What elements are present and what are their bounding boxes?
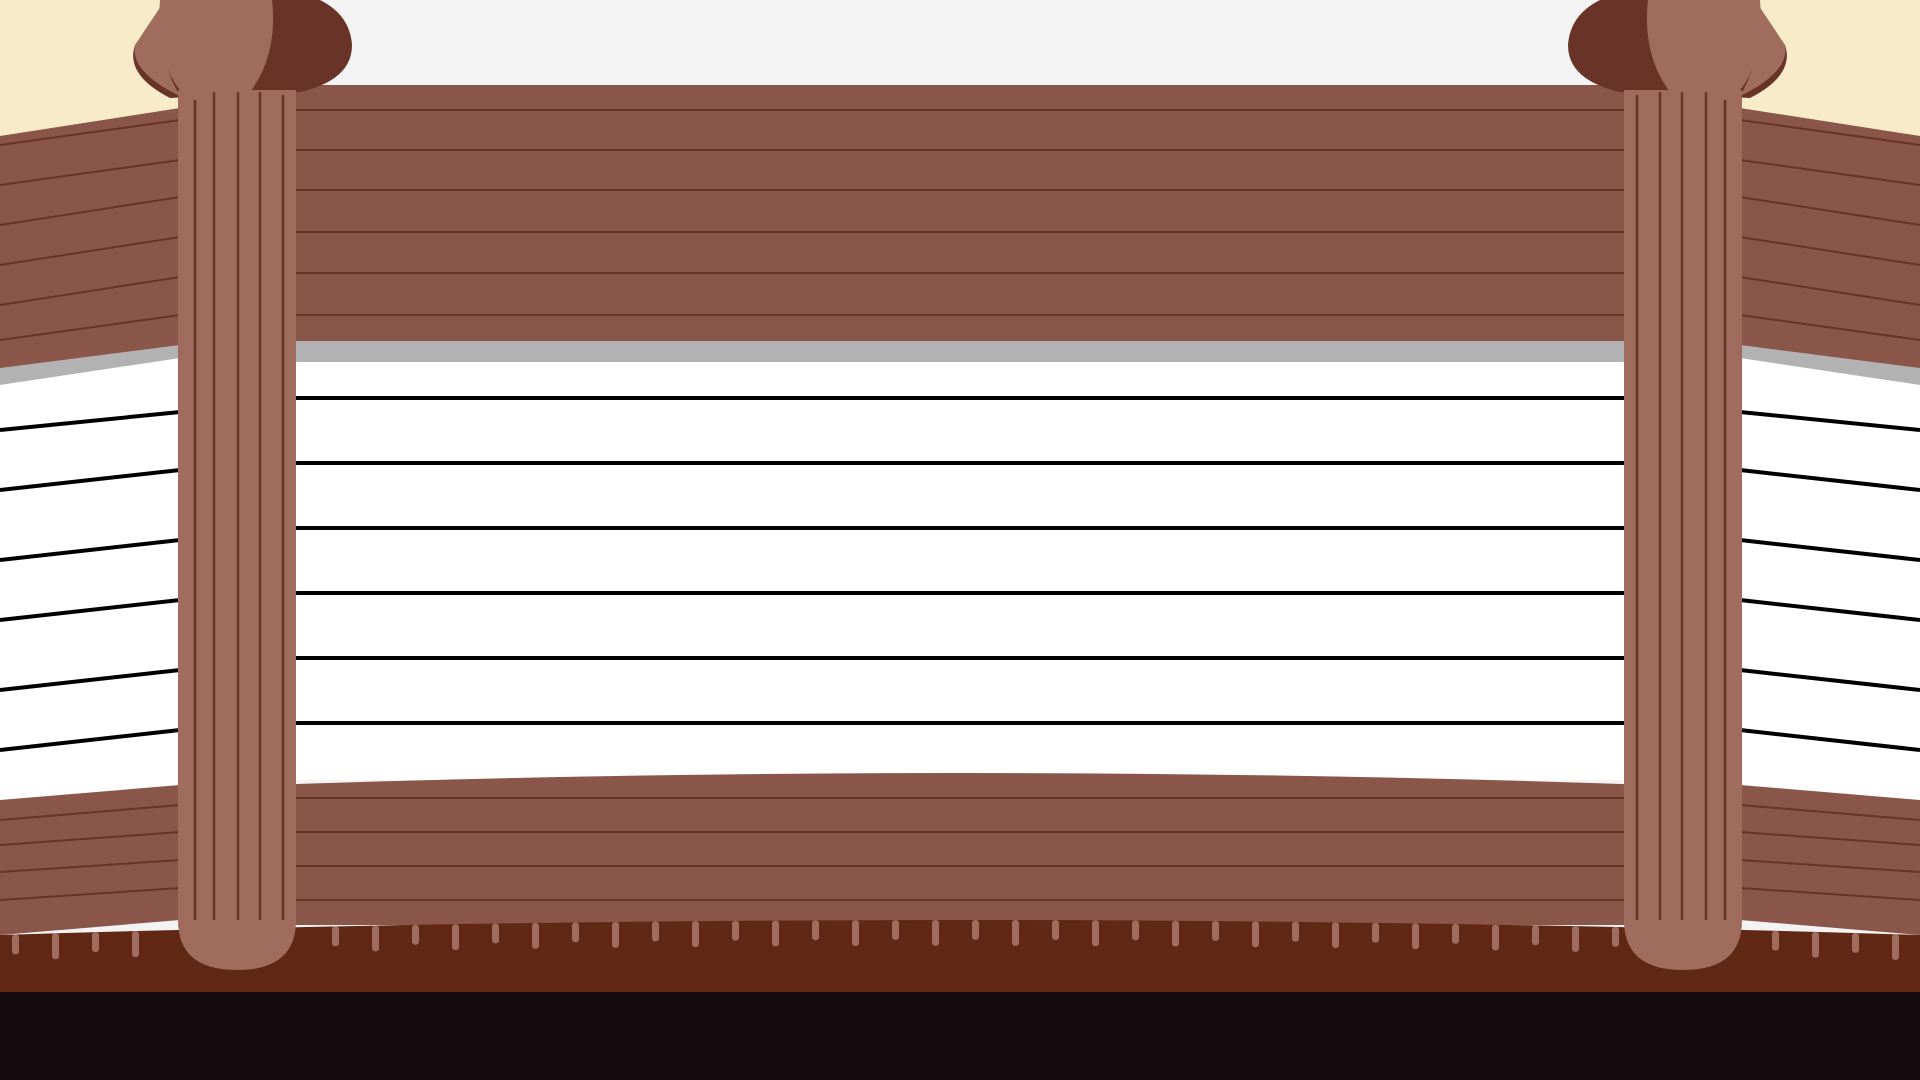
- fringe-tick: [1532, 925, 1539, 946]
- fringe-tick: [412, 924, 419, 945]
- left-bottom-beam-planks: [0, 804, 181, 901]
- fringe-tick: [1772, 930, 1779, 951]
- center-top-beam-planks: [240, 109, 1680, 316]
- fringe-tick: [1412, 923, 1419, 950]
- ground-strip: [0, 920, 1920, 995]
- ground: [0, 920, 1920, 1080]
- fringe-tick: [92, 932, 99, 953]
- left-lattice-lines: [0, 410, 181, 752]
- left-lattice-panel: [0, 358, 180, 810]
- right-top-beam-planks: [1739, 119, 1920, 341]
- fringe-tick: [1132, 920, 1139, 941]
- left-post: [133, 0, 352, 970]
- fringe-tick: [572, 922, 579, 943]
- fringe-tick: [1852, 932, 1859, 953]
- fringe-tick: [692, 921, 699, 947]
- floor: [0, 992, 1920, 1080]
- right-post: [1568, 0, 1787, 970]
- fringe-tick: [812, 920, 819, 941]
- fringe-tick: [892, 920, 899, 940]
- right-lattice-lines: [1739, 410, 1920, 752]
- fringe-tick: [1252, 921, 1259, 948]
- left-side-railing: [0, 108, 181, 935]
- center-bottom-beam-planks: [240, 797, 1680, 901]
- fringe-tick: [1572, 926, 1579, 952]
- fringe-tick: [532, 922, 539, 949]
- left-top-beam: [0, 108, 180, 368]
- fringe-tick: [1092, 920, 1099, 947]
- center-top-beam: [240, 85, 1680, 341]
- fringe-tick: [1452, 923, 1459, 944]
- fringe-tick: [732, 920, 739, 941]
- fringe-tick: [492, 923, 499, 944]
- right-post-grooves: [1635, 92, 1727, 920]
- fringe-tick: [1892, 934, 1899, 960]
- fringe-tick: [1212, 921, 1219, 941]
- fringe-tick: [52, 933, 59, 960]
- fringe-tick: [1372, 922, 1379, 943]
- right-top-beam: [1740, 108, 1920, 368]
- right-bottom-beam-planks: [1739, 804, 1920, 901]
- fringe-tick: [132, 931, 139, 957]
- fringe-tick: [1172, 920, 1179, 947]
- ground-fringe: [12, 920, 1899, 960]
- fringe-tick: [1052, 920, 1059, 940]
- fringe-tick: [12, 934, 19, 955]
- fringe-tick: [852, 920, 859, 946]
- right-post-cap-front: [1646, 0, 1761, 92]
- left-top-beam-planks: [0, 119, 181, 341]
- fringe-tick: [612, 921, 619, 948]
- center-bottom-beam: [240, 773, 1680, 925]
- left-post-cap-front: [159, 0, 274, 92]
- fringe-tick: [652, 921, 659, 942]
- fringe-tick: [1012, 920, 1019, 946]
- fringe-tick: [1612, 926, 1619, 947]
- left-beam-shadow: [0, 345, 180, 385]
- fringe-tick: [972, 920, 979, 940]
- fringe-tick: [1332, 922, 1339, 949]
- fringe-tick: [1292, 921, 1299, 942]
- right-post-cap-right: [1740, 0, 1786, 96]
- fringe-tick: [452, 924, 459, 951]
- left-post-grooves: [193, 92, 285, 920]
- fringe-tick: [932, 920, 939, 946]
- right-beam-shadow: [1740, 345, 1920, 385]
- fringe-tick: [1492, 924, 1499, 951]
- center-beam-shadow: [280, 340, 1650, 362]
- fringe-tick: [332, 926, 339, 947]
- fringe-tick: [772, 920, 779, 947]
- fringe-tick: [1812, 931, 1819, 958]
- left-post-cap-left: [134, 0, 180, 96]
- fringe-tick: [372, 925, 379, 952]
- right-lattice-panel: [1740, 358, 1920, 810]
- center-railing: [240, 85, 1680, 925]
- center-lattice-lines: [280, 396, 1650, 725]
- center-lattice-panel: [280, 340, 1650, 780]
- right-side-railing: [1739, 108, 1920, 935]
